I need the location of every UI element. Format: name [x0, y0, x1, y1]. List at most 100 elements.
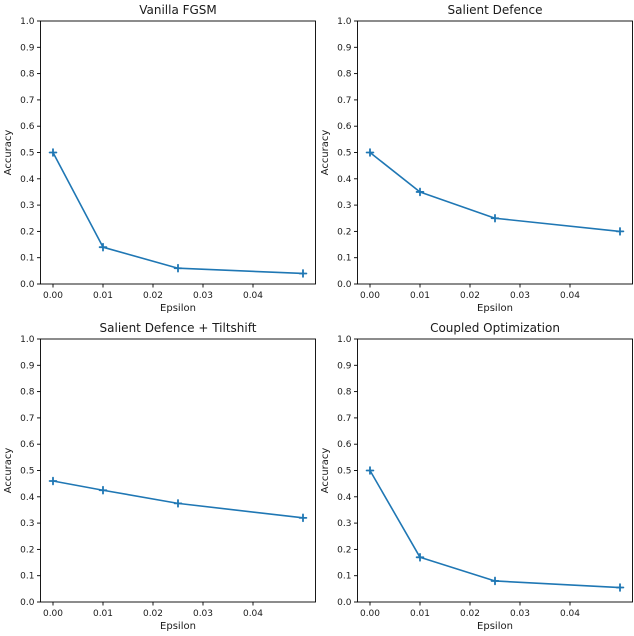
- y-tick-label: 1.0: [337, 17, 352, 27]
- x-axis-label: Epsilon: [477, 303, 513, 314]
- y-tick-label: 0.6: [337, 440, 352, 450]
- y-tick-label: 0.6: [20, 440, 35, 450]
- data-point-marker: [490, 213, 500, 223]
- y-tick-label: 0.9: [337, 361, 352, 371]
- x-tick-label: 0.04: [560, 291, 580, 301]
- plot-area-border: [40, 20, 316, 285]
- y-tick-label: 0.1: [20, 254, 34, 264]
- data-point-marker: [490, 576, 500, 586]
- x-tick-label: 0.01: [93, 291, 113, 301]
- x-axis-label: Epsilon: [160, 303, 196, 314]
- chart-coupled-optimization: Coupled Optimization 0.00 0.01 0.02 0.03 0.04…: [317, 318, 634, 636]
- x-tick-label: 0.02: [143, 609, 163, 619]
- y-tick-label: 1.0: [20, 17, 35, 27]
- x-tick-label: 0.04: [243, 609, 263, 619]
- x-tick-label: 0.00: [360, 291, 380, 301]
- data-point-marker: [615, 583, 625, 592]
- y-tick-label: 0.9: [20, 361, 35, 371]
- x-tick-label: 0.02: [143, 291, 163, 301]
- y-tick-label: 1.0: [20, 335, 35, 345]
- data-point-marker: [173, 499, 183, 508]
- y-tick-label: 0.3: [337, 201, 351, 211]
- y-tick-label: 0.4: [337, 175, 352, 185]
- x-tick-label: 0.03: [510, 291, 530, 301]
- data-line: [369, 469, 621, 589]
- y-tick-label: 0.0: [337, 280, 352, 290]
- y-tick-label: 0.5: [337, 467, 351, 477]
- data-point-marker: [415, 187, 425, 197]
- data-point-marker: [365, 466, 375, 475]
- x-tick-label: 0.03: [193, 291, 213, 301]
- x-tick-label: 0.04: [560, 609, 580, 619]
- data-point-marker: [98, 242, 108, 252]
- subplot-svg: Coupled Optimization 0.00 0.01 0.02 0.03 0.04…: [320, 321, 633, 632]
- y-tick-label: 0.8: [20, 70, 35, 80]
- x-tick-label: 0.00: [360, 609, 380, 619]
- data-point-marker: [615, 227, 625, 236]
- data-point-marker: [98, 485, 108, 495]
- y-tick-label: 1.0: [337, 335, 352, 345]
- chart-title: Vanilla FGSM: [139, 3, 217, 17]
- data-point-marker: [415, 552, 425, 562]
- y-axis-label: Accuracy: [320, 448, 331, 494]
- y-tick-label: 0.4: [20, 175, 35, 185]
- y-tick-label: 0.1: [337, 572, 351, 582]
- y-tick-label: 0.0: [20, 598, 35, 608]
- y-axis-label: Accuracy: [3, 448, 14, 494]
- plot-area-border: [357, 338, 633, 603]
- x-tick-label: 0.01: [93, 609, 113, 619]
- chart-salient-defence: Salient Defence 0.00 0.01 0.02 0.03 0.04 0.0 0.…: [317, 0, 634, 318]
- y-tick-label: 0.3: [337, 519, 351, 529]
- y-tick-label: 0.2: [337, 227, 351, 237]
- plot-area-border: [357, 20, 633, 285]
- y-tick-label: 0.4: [337, 493, 352, 503]
- y-tick-label: 0.6: [337, 122, 352, 132]
- x-tick-label: 0.00: [43, 291, 63, 301]
- x-tick-label: 0.03: [193, 609, 213, 619]
- y-tick-label: 0.8: [337, 70, 352, 80]
- y-tick-label: 0.8: [20, 388, 35, 398]
- data-point-marker: [365, 148, 375, 157]
- data-line: [369, 151, 621, 233]
- y-tick-label: 0.2: [337, 545, 351, 555]
- y-tick-label: 0.9: [337, 43, 352, 53]
- y-tick-label: 0.9: [20, 43, 35, 53]
- chart-title: Salient Defence: [448, 3, 543, 17]
- y-tick-label: 0.1: [20, 572, 34, 582]
- y-tick-label: 0.3: [20, 519, 34, 529]
- y-tick-label: 0.3: [20, 201, 34, 211]
- chart-title: Coupled Optimization: [430, 321, 560, 335]
- data-point-marker: [48, 148, 58, 157]
- y-tick-label: 0.5: [20, 467, 34, 477]
- y-tick-label: 0.4: [20, 493, 35, 503]
- x-tick-label: 0.03: [510, 609, 530, 619]
- data-point-marker: [173, 263, 183, 273]
- y-tick-label: 0.5: [337, 149, 351, 159]
- y-tick-label: 0.7: [20, 414, 34, 424]
- y-tick-label: 0.7: [337, 414, 351, 424]
- y-tick-label: 0.0: [337, 598, 352, 608]
- data-point-marker: [48, 476, 58, 486]
- y-tick-label: 0.8: [337, 388, 352, 398]
- y-tick-label: 0.5: [20, 149, 34, 159]
- x-axis-label: Epsilon: [477, 621, 513, 632]
- y-axis-label: Accuracy: [3, 130, 14, 176]
- y-tick-label: 0.6: [20, 122, 35, 132]
- chart-title: Salient Defence + Tiltshift: [100, 321, 257, 335]
- data-point-marker: [298, 513, 308, 523]
- y-tick-label: 0.7: [20, 96, 34, 106]
- data-line: [52, 480, 304, 519]
- data-point-marker: [298, 269, 308, 278]
- x-tick-label: 0.04: [243, 291, 263, 301]
- y-tick-label: 0.2: [20, 545, 34, 555]
- subplot-svg: Vanilla FGSM 0.00 0.01 0.02 0.03 0.04 0.0 0.1 0.…: [3, 3, 316, 314]
- y-tick-label: 0.0: [20, 280, 35, 290]
- x-tick-label: 0.01: [410, 609, 430, 619]
- x-tick-label: 0.02: [460, 609, 480, 619]
- x-tick-label: 0.02: [460, 291, 480, 301]
- x-axis-label: Epsilon: [160, 621, 196, 632]
- x-tick-label: 0.01: [410, 291, 430, 301]
- y-tick-label: 0.1: [337, 254, 351, 264]
- plot-area-border: [40, 338, 316, 603]
